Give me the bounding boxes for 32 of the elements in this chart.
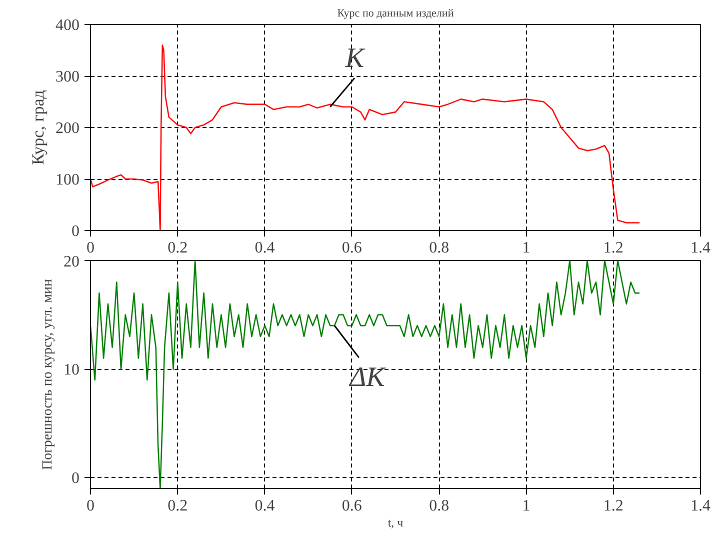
chart-title: Курс по данным изделий (337, 8, 454, 20)
x-axis-title: t, ч (388, 516, 404, 530)
y-tick-label: 20 (64, 254, 80, 270)
y-tick-label: 10 (64, 362, 80, 379)
x-tick-label: 1 (522, 498, 530, 514)
x-tick-label: 0.2 (168, 498, 188, 514)
x-tick-label: 0 (86, 498, 94, 514)
x-tick-label: 0.8 (429, 240, 450, 256)
x-tick-label: 1 (522, 240, 530, 256)
y-axis-title: Погрешность по курсу, угл. мин (40, 278, 56, 470)
y-tick-label: 0 (72, 470, 80, 488)
y-tick-label: 100 (56, 172, 80, 188)
x-tick-label: 0 (86, 240, 94, 256)
x-tick-label: 0.6 (342, 240, 362, 256)
annotation: ΔK (348, 362, 386, 394)
y-tick-label: 400 (56, 17, 80, 34)
annotation: K (344, 42, 366, 74)
x-tick-label: 0.4 (254, 498, 275, 514)
x-tick-label: 1.4 (690, 240, 710, 256)
x-tick-label: 0.6 (342, 498, 362, 514)
line-series (90, 44, 640, 230)
x-tick-label: 0.4 (254, 240, 275, 256)
x-tick-label: 0.8 (429, 498, 450, 514)
y-tick-label: 0 (72, 223, 80, 240)
y-tick-label: 200 (56, 120, 80, 137)
line-series (90, 260, 640, 488)
y-axis-title: Курс, град (28, 90, 48, 165)
x-tick-label: 1.2 (603, 498, 624, 514)
y-tick-label: 300 (56, 68, 80, 86)
x-tick-label: 1.4 (690, 498, 710, 514)
x-tick-label: 1.2 (603, 240, 624, 256)
x-tick-label: 0.2 (168, 240, 188, 256)
